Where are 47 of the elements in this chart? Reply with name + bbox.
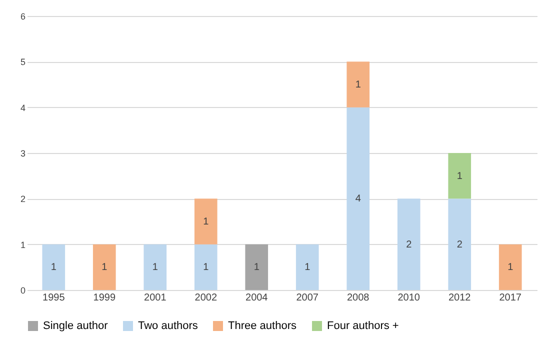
data-label: 1 xyxy=(456,170,463,182)
y-tick-label: 4 xyxy=(20,102,26,113)
x-tick-label: 2017 xyxy=(499,292,522,304)
data-label: 2 xyxy=(456,239,463,250)
x-tick-label: 2001 xyxy=(144,292,167,304)
data-label: 1 xyxy=(508,262,514,274)
y-tick-label: 5 xyxy=(20,57,26,68)
bar xyxy=(194,198,218,244)
x-tick-label: 2002 xyxy=(194,292,218,304)
bar xyxy=(194,244,218,290)
x-tick-label: 2007 xyxy=(296,292,319,304)
bar xyxy=(42,244,66,290)
bar xyxy=(448,153,472,199)
data-label: 4 xyxy=(355,194,362,205)
data-label: 1 xyxy=(203,262,210,274)
legend-label: Single author xyxy=(43,320,108,332)
data-label: 1 xyxy=(102,262,108,274)
x-tick-label: 1999 xyxy=(93,292,116,304)
data-label: 1 xyxy=(254,262,260,274)
x-tick-label: 2010 xyxy=(398,292,420,304)
bar xyxy=(397,198,420,290)
y-tick-label: 3 xyxy=(20,148,26,158)
x-tick-label: 2012 xyxy=(448,292,472,304)
data-label: 1 xyxy=(152,262,158,274)
y-tick-label: 1 xyxy=(20,240,26,250)
y-tick-label: 6 xyxy=(20,12,26,22)
bar xyxy=(296,244,319,290)
data-label: 2 xyxy=(406,239,412,250)
legend-label: Four authors + xyxy=(327,320,399,332)
data-label: 1 xyxy=(50,262,57,274)
x-tick-label: 1995 xyxy=(42,292,66,304)
bar xyxy=(144,244,167,290)
y-tick-label: 0 xyxy=(20,286,26,296)
bar xyxy=(346,62,370,108)
bar xyxy=(92,244,116,290)
data-label: 1 xyxy=(203,216,210,228)
legend-label: Three authors xyxy=(228,320,297,332)
bar xyxy=(448,198,472,290)
y-tick-label: 2 xyxy=(20,194,26,204)
data-label: 1 xyxy=(304,262,311,274)
bar xyxy=(346,107,370,290)
x-tick-label: 2004 xyxy=(246,292,268,304)
x-tick-label: 2008 xyxy=(346,292,370,304)
data-label: 1 xyxy=(355,80,362,90)
bar xyxy=(245,244,268,290)
bar xyxy=(498,244,522,290)
legend-label: Two authors xyxy=(138,320,198,332)
